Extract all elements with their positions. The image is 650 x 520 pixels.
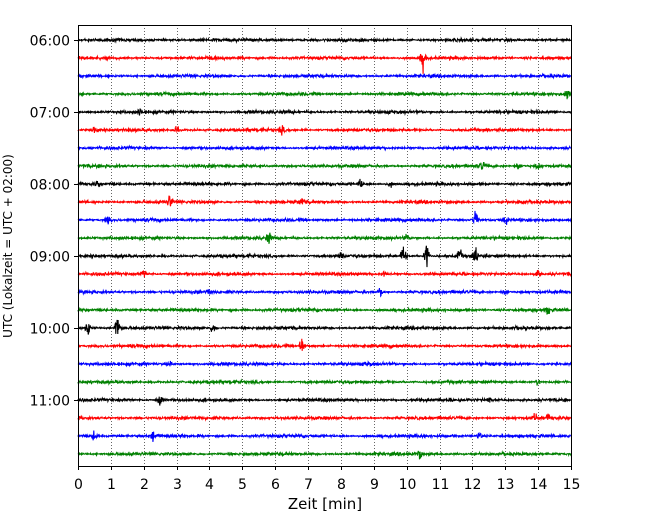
x-tick-label: 3 [173, 477, 182, 493]
trace-0800 [77, 178, 572, 188]
x-tick-label: 15 [563, 477, 581, 493]
x-tick-label: 10 [399, 477, 417, 493]
x-tick-label: 13 [497, 477, 515, 493]
y-tick-label: 10:00 [30, 322, 70, 338]
trace-0630 [77, 72, 572, 80]
trace-1045 [77, 378, 572, 386]
trace-0945 [77, 306, 572, 315]
x-tick-label: 8 [337, 477, 346, 493]
trace-0730 [77, 144, 572, 152]
y-axis-label: UTC (Lokalzeit = UTC + 02:00) [1, 154, 15, 338]
trace-1115 [77, 413, 572, 422]
x-tick-label: 12 [464, 477, 482, 493]
trace-0900 [77, 245, 572, 268]
x-tick-label: 5 [238, 477, 247, 493]
x-tick-label: 1 [107, 477, 116, 493]
plot-frame [78, 25, 572, 467]
x-tick-label: 2 [140, 477, 149, 493]
trace-1130 [77, 430, 572, 442]
x-tick-label: 4 [205, 477, 214, 493]
y-tick-label: 07:00 [30, 106, 70, 122]
x-tick-label: 0 [74, 477, 83, 493]
trace-1145 [77, 449, 572, 460]
trace-0745 [77, 161, 572, 171]
x-tick-label: 7 [304, 477, 313, 493]
trace-1000 [77, 319, 572, 335]
y-axis: 06:00 07:00 08:00 09:00 10:00 11:00 [30, 34, 78, 410]
chart-traces [77, 36, 572, 460]
trace-1030 [77, 360, 572, 368]
trace-0815 [77, 195, 572, 207]
y-tick-label: 11:00 [30, 394, 70, 410]
trace-0645 [77, 90, 572, 100]
x-tick-label: 9 [370, 477, 379, 493]
y-tick-label: 08:00 [30, 178, 70, 194]
x-tick-label: 11 [432, 477, 450, 493]
trace-0600 [77, 36, 572, 44]
trace-1015 [78, 338, 572, 351]
trace-1100 [77, 396, 572, 406]
trace-0715 [77, 125, 572, 136]
trace-0930 [77, 288, 572, 298]
trace-0915 [77, 269, 572, 278]
x-axis: 0 1 2 3 4 5 6 7 8 9 10 11 12 13 14 15 [74, 466, 580, 493]
y-tick-label: 06:00 [30, 34, 70, 50]
x-tick-label: 6 [271, 477, 280, 493]
x-axis-label: Zeit [min] [288, 495, 362, 513]
trace-0845 [77, 232, 572, 244]
trace-0830 [77, 210, 572, 225]
trace-0700 [77, 108, 572, 116]
x-tick-label: 14 [530, 477, 548, 493]
y-tick-label: 09:00 [30, 250, 70, 266]
trace-0615 [77, 53, 572, 74]
